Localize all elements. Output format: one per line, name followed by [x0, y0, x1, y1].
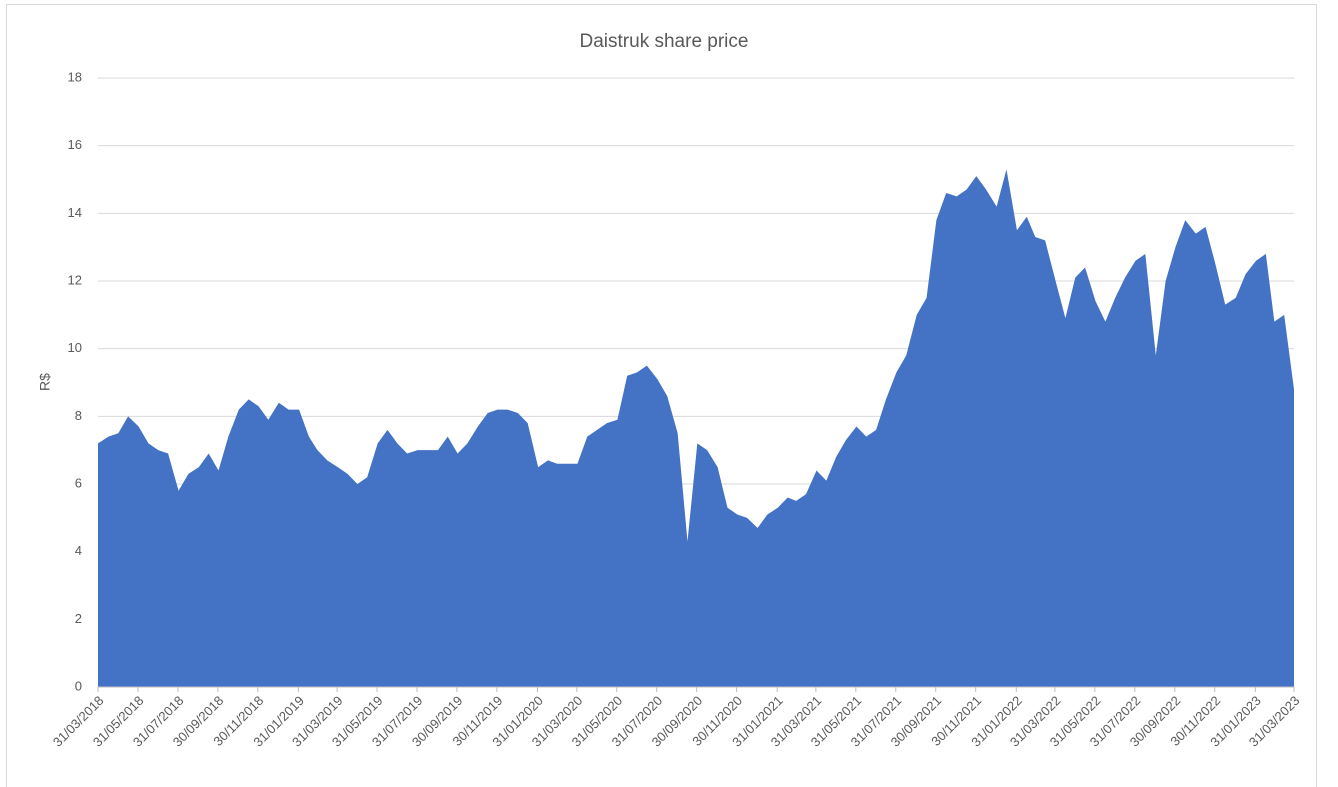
- y-tick-label: 18: [68, 69, 82, 84]
- y-tick-label: 10: [68, 340, 82, 355]
- y-tick-label: 16: [68, 137, 82, 152]
- y-tick-label: 2: [75, 611, 82, 626]
- y-tick-label: 8: [75, 408, 82, 423]
- chart-title: Daistruk share price: [580, 31, 749, 52]
- y-tick-label: 12: [68, 272, 82, 287]
- area: [98, 169, 1294, 688]
- y-axis-label: R$: [37, 373, 53, 391]
- y-tick-label: 4: [75, 543, 82, 558]
- y-tick-label: 6: [75, 475, 82, 490]
- y-tick-label: 0: [75, 678, 82, 693]
- y-tick-label: 14: [68, 205, 82, 220]
